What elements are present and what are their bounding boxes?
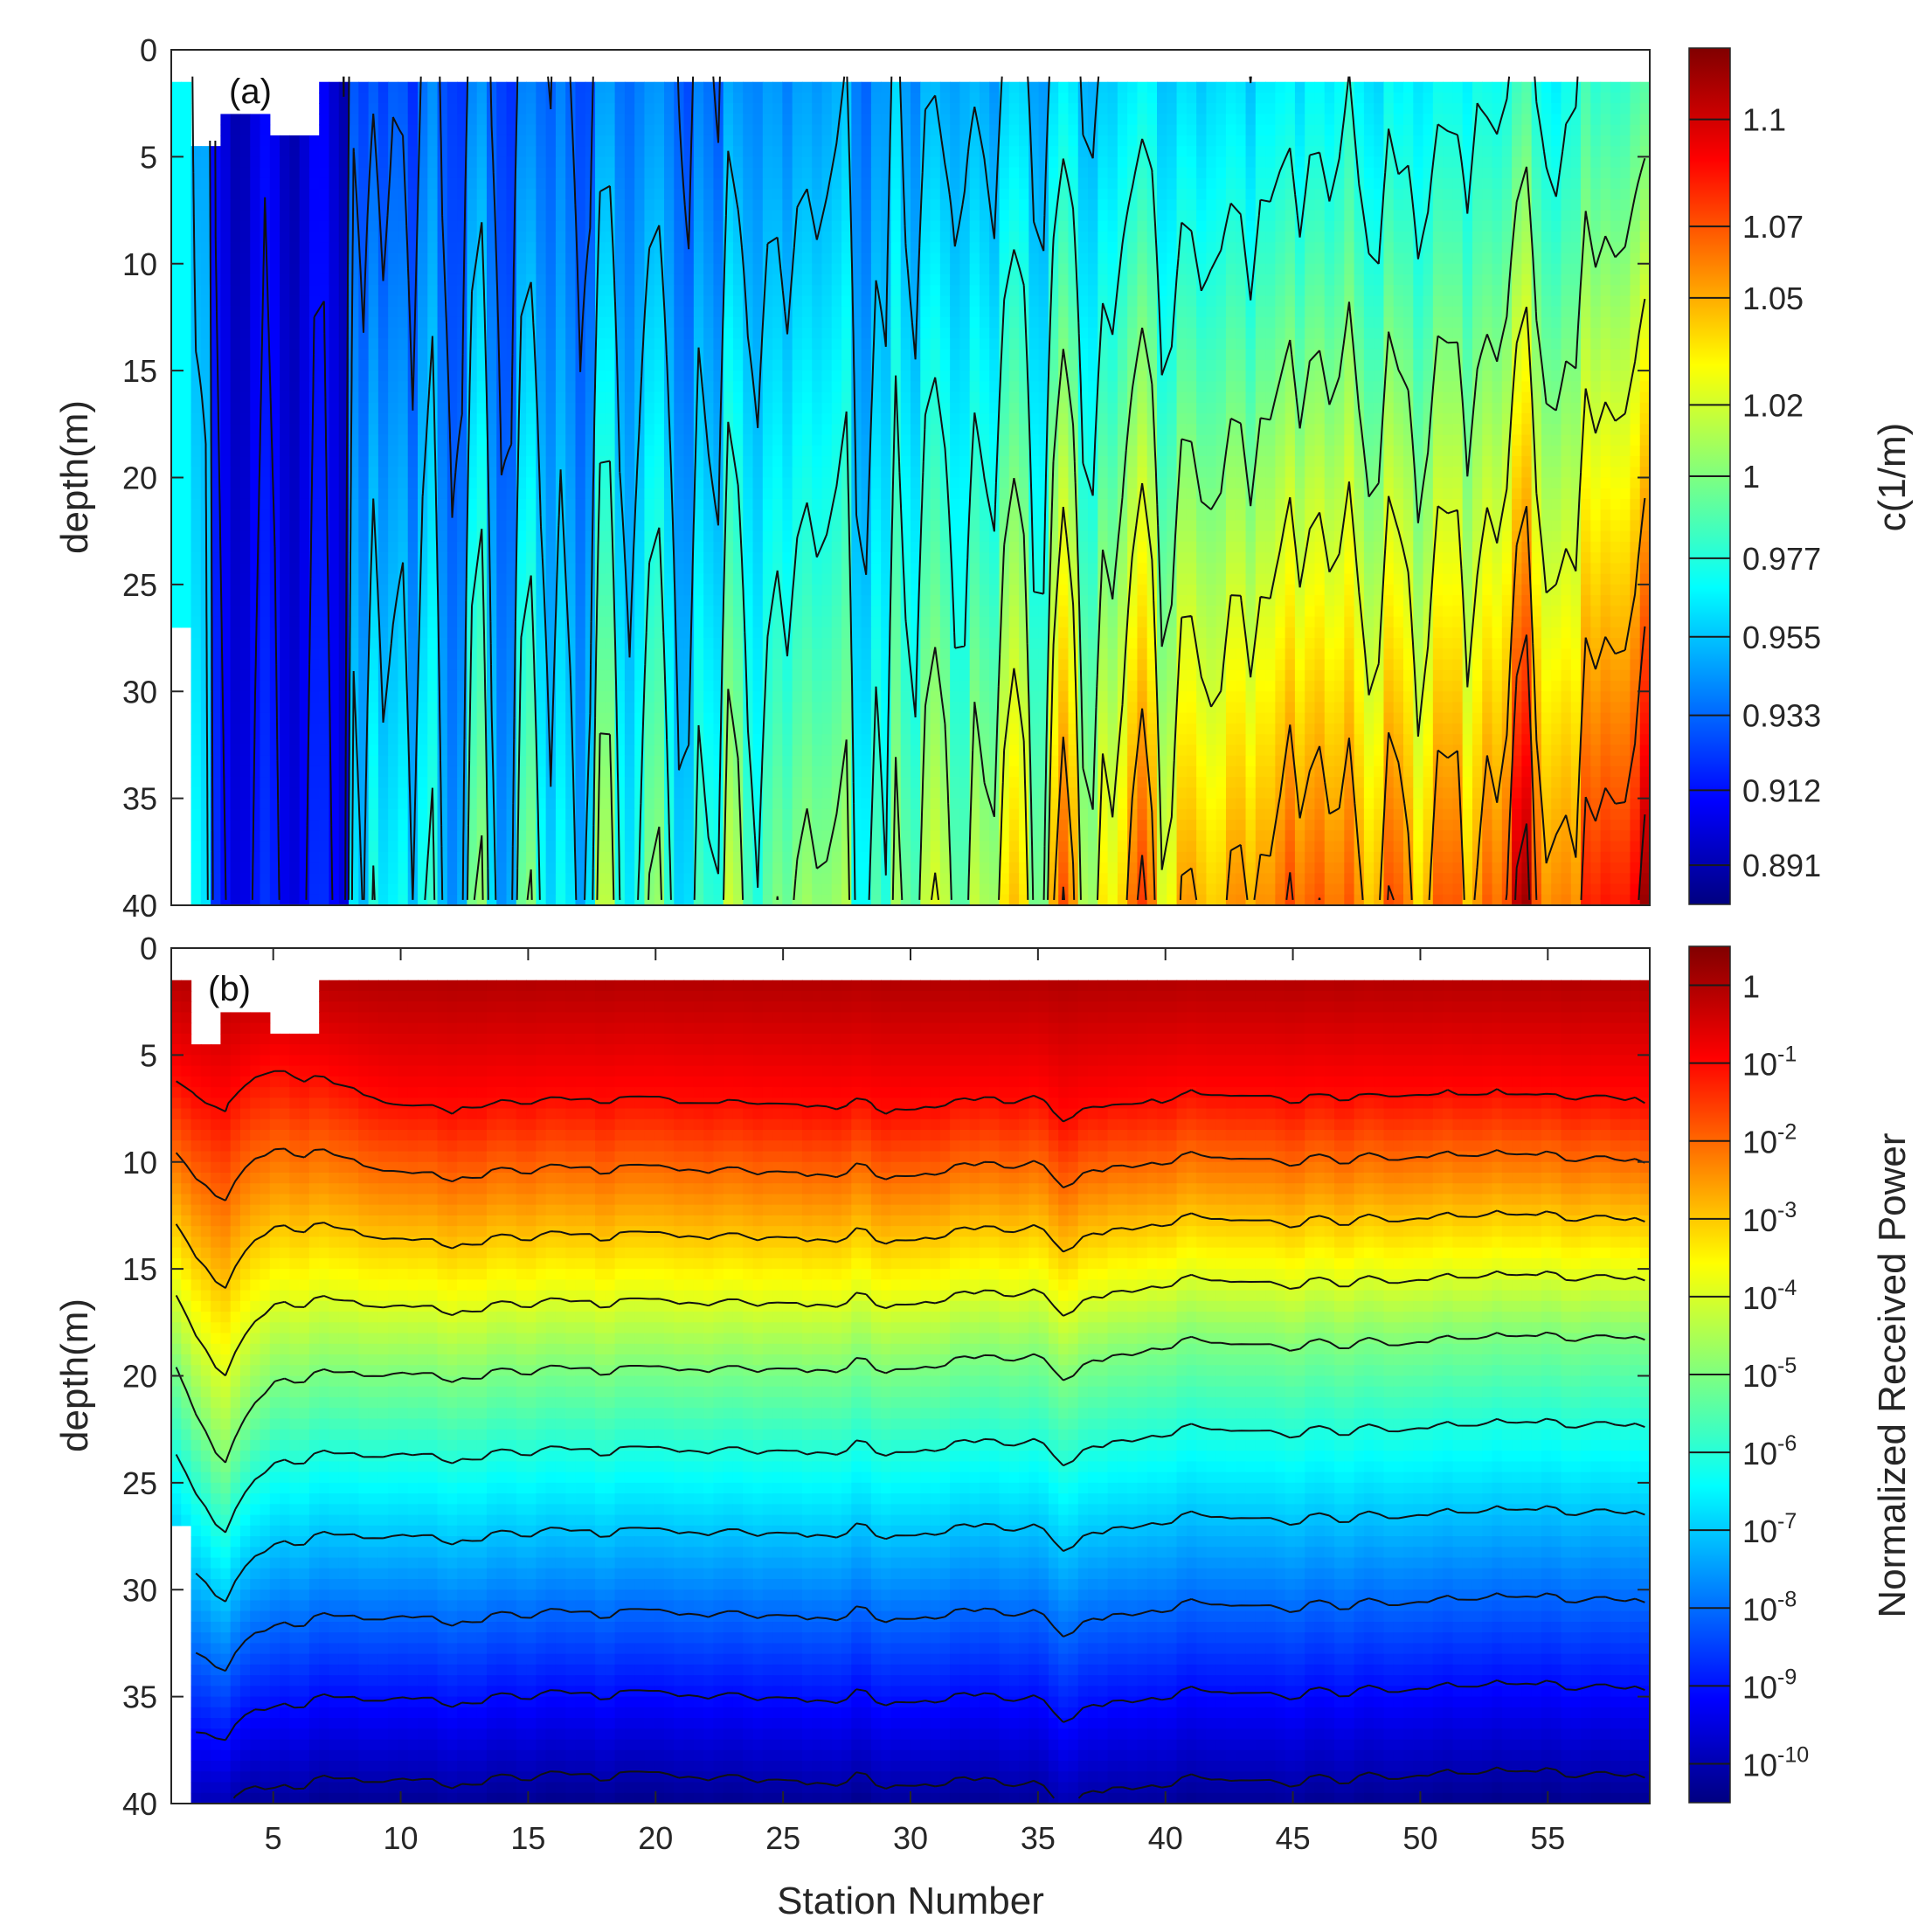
y-tick-label: 30 — [122, 674, 157, 710]
colorbar-a-tick-label: 0.933 — [1742, 698, 1821, 734]
y-tick-label: 25 — [122, 1465, 157, 1501]
y-tick-label: 0 — [140, 32, 157, 68]
x-tick-label: 15 — [510, 1820, 545, 1856]
contour-line — [175, 1147, 1645, 1201]
contour-line — [473, 157, 1646, 901]
contour-line — [176, 1070, 1645, 1123]
colorbar-b-ticks: 1 10-1 10-2 10-3 10-4 10-5 10-6 10-7 10-8 10-9 10-… — [1689, 969, 1809, 1783]
contour-line — [343, 76, 345, 97]
colorbar-b-tick-label: 10-9 — [1742, 1665, 1797, 1705]
x-tick-label: 20 — [638, 1820, 673, 1856]
panel-b-y-ticks: 0 5 10 15 20 25 30 35 40 — [122, 931, 1650, 1822]
colorbar-b-tick-label: 10-10 — [1742, 1742, 1809, 1783]
panel-a-contours — [191, 76, 1646, 901]
x-tick-label: 45 — [1276, 1820, 1311, 1856]
colorbar-b-tick-label: 10-1 — [1742, 1042, 1797, 1083]
contour-line — [1514, 814, 1646, 900]
colorbar-b-tick-label: 10-8 — [1742, 1587, 1797, 1627]
colorbar-b-tick-label: 10-4 — [1742, 1276, 1797, 1316]
contour-line — [371, 76, 1579, 900]
x-tick-label: 10 — [384, 1820, 419, 1856]
y-tick-label: 30 — [122, 1572, 157, 1608]
colorbar-a-label: c(1/m) — [1871, 423, 1914, 532]
contour-line — [1062, 626, 1646, 901]
colorbar-a-tick-label: 0.955 — [1742, 620, 1821, 655]
panel-a-label: (a) — [229, 73, 272, 111]
contour-line — [196, 1679, 1645, 1742]
contour-line — [175, 1209, 1645, 1289]
y-tick-label: 5 — [140, 1037, 157, 1073]
x-tick-label: 50 — [1402, 1820, 1437, 1856]
panel-b-x-ticks: 5 10 15 20 25 30 35 40 45 50 55 — [265, 948, 1565, 1856]
y-tick-label: 40 — [122, 1786, 157, 1822]
y-tick-label: 20 — [122, 1359, 157, 1395]
contour-line — [175, 1270, 1645, 1377]
x-tick-label: 55 — [1530, 1820, 1565, 1856]
contour-line — [195, 1505, 1645, 1603]
panel-a-heatmap — [171, 50, 1650, 905]
y-tick-label: 35 — [122, 1679, 157, 1715]
colorbar-a-tick-label: 1.02 — [1742, 387, 1804, 423]
colorbar-a-tick-label: 1 — [1742, 459, 1760, 495]
colorbar-b-tick-label: 10-5 — [1742, 1354, 1797, 1394]
contour-line — [214, 76, 350, 900]
contour-line — [931, 298, 1646, 901]
colorbar-b-label: Normalized Received Power — [1871, 1132, 1914, 1617]
x-tick-label: 40 — [1148, 1820, 1183, 1856]
y-tick-label: 15 — [122, 1251, 157, 1287]
colorbar-a-tick-label: 1.07 — [1742, 209, 1804, 245]
y-tick-label: 10 — [122, 246, 157, 282]
panel-b-heatmap — [171, 948, 1650, 1804]
y-tick-label: 5 — [140, 139, 157, 175]
y-tick-label: 35 — [122, 781, 157, 817]
panel-a-y-ticks: 0 5 10 15 20 25 30 35 40 — [122, 32, 1650, 924]
y-tick-label: 15 — [122, 353, 157, 389]
y-tick-label: 0 — [140, 931, 157, 966]
y-tick-label: 10 — [122, 1145, 157, 1181]
panel-b: (b) 0 5 10 15 20 25 30 35 40 5 10 15 20 25 30 35 40 45 50… — [53, 931, 1914, 1922]
contour-line — [175, 1417, 1645, 1534]
x-tick-label: 25 — [765, 1820, 800, 1856]
colorbar-b-tick-label: 1 — [1742, 969, 1760, 1005]
colorbar-a-tick-label: 0.977 — [1742, 541, 1821, 577]
panel-b-xlabel: Station Number — [777, 1880, 1044, 1922]
contour-line — [191, 76, 1252, 900]
panel-b-contours — [175, 1070, 1645, 1799]
panel-b-ylabel: depth(m) — [53, 1298, 96, 1452]
colorbar-a-tick-label: 1.1 — [1742, 102, 1786, 138]
colorbar-a-tick-label: 0.912 — [1742, 772, 1821, 808]
panel-a-ylabel: depth(m) — [53, 400, 96, 554]
y-tick-label: 25 — [122, 567, 157, 603]
y-tick-label: 20 — [122, 460, 157, 496]
panel-b-label: (b) — [208, 970, 251, 1008]
colorbar-b-tick-label: 10-7 — [1742, 1509, 1797, 1549]
colorbar-a-ticks: 1.1 1.07 1.05 1.02 1 0.977 0.955 0.933 0.912 0.89… — [1689, 102, 1821, 883]
contour-line — [175, 1331, 1645, 1464]
panel-a: (a) 0 5 10 15 20 25 30 35 40 depth(m) 1.1 1.07 1.0… — [53, 32, 1914, 924]
y-tick-label: 40 — [122, 888, 157, 924]
x-tick-label: 5 — [265, 1820, 282, 1856]
colorbar-a-tick-label: 1.05 — [1742, 280, 1804, 316]
x-tick-label: 30 — [893, 1820, 928, 1856]
colorbar-b-tick-label: 10-2 — [1742, 1120, 1797, 1160]
colorbar-b-tick-label: 10-6 — [1742, 1431, 1797, 1472]
contour-line — [195, 1592, 1645, 1672]
contour-line — [209, 76, 721, 900]
contour-line — [232, 1766, 1645, 1799]
colorbar-a-tick-label: 0.891 — [1742, 848, 1821, 883]
colorbar-b-tick-label: 10-3 — [1742, 1198, 1797, 1238]
contour-line — [1053, 497, 1646, 901]
x-tick-label: 35 — [1021, 1820, 1056, 1856]
